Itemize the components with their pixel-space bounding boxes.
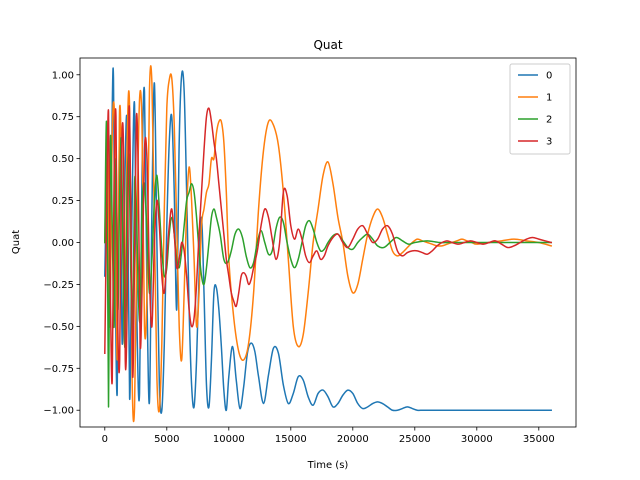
series-line-0 bbox=[104, 67, 552, 414]
x-tick-label: 10000 bbox=[213, 434, 245, 445]
y-tick-label: 0.75 bbox=[52, 112, 74, 123]
legend-label-0: 0 bbox=[546, 71, 552, 82]
x-tick-label: 0 bbox=[102, 434, 108, 445]
x-tick-label: 20000 bbox=[337, 434, 369, 445]
legend: 0 1 2 3 bbox=[509, 63, 571, 155]
legend-box bbox=[509, 63, 571, 155]
x-tick-label: 30000 bbox=[461, 434, 493, 445]
y-tick-label: 0.00 bbox=[52, 238, 74, 249]
x-axis-ticks: 0 5000 10000 15000 20000 25000 30000 35000 bbox=[102, 427, 555, 445]
x-tick-label: 5000 bbox=[154, 434, 179, 445]
y-tick-label: 0.50 bbox=[52, 154, 74, 165]
x-tick-label: 25000 bbox=[399, 434, 431, 445]
y-tick-label: −1.00 bbox=[43, 406, 74, 417]
chart-title: Quat bbox=[313, 38, 342, 52]
legend-label-3: 3 bbox=[546, 137, 552, 148]
x-tick-label: 15000 bbox=[275, 434, 307, 445]
x-axis-label: Time (s) bbox=[307, 460, 349, 471]
y-tick-label: −0.75 bbox=[43, 364, 74, 375]
legend-label-1: 1 bbox=[546, 93, 552, 104]
y-axis-label: Quat bbox=[11, 230, 22, 254]
series-group bbox=[104, 65, 553, 423]
y-tick-label: 1.00 bbox=[52, 70, 74, 81]
plot-frame bbox=[79, 57, 577, 428]
y-tick-label: −0.25 bbox=[43, 280, 74, 291]
x-tick-label: 35000 bbox=[523, 434, 555, 445]
y-tick-label: 0.25 bbox=[52, 196, 74, 207]
y-tick-label: −0.50 bbox=[43, 322, 74, 333]
series-line-3 bbox=[104, 105, 553, 385]
y-axis-ticks: −1.00 −0.75 −0.50 −0.25 0.00 0.25 0.50 0.75 1.00 bbox=[43, 70, 80, 417]
legend-label-2: 2 bbox=[546, 115, 552, 126]
